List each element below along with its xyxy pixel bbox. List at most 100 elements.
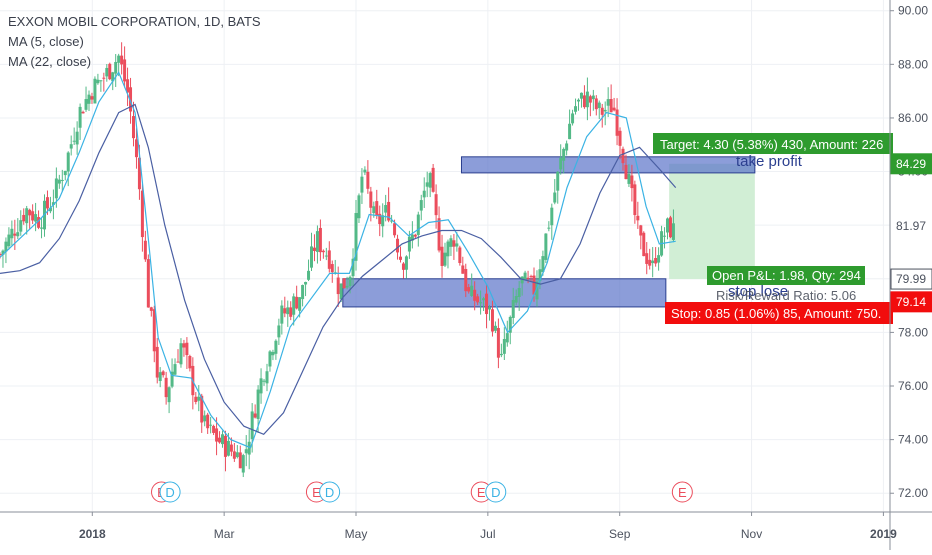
y-tick-label: 90.00 xyxy=(898,4,928,18)
candle-body xyxy=(206,414,210,429)
candle-body xyxy=(467,287,471,292)
candle-body xyxy=(378,213,382,225)
marker-label: D xyxy=(165,485,174,500)
candle-body xyxy=(523,272,527,281)
candle-body xyxy=(541,256,545,272)
candle-body xyxy=(13,233,17,236)
candle-body xyxy=(51,202,55,205)
candle-body xyxy=(431,167,435,192)
candle-body xyxy=(170,371,174,387)
candle-body xyxy=(399,256,402,260)
candle-body xyxy=(407,236,411,252)
candle-body xyxy=(327,250,331,269)
candle-body xyxy=(597,102,601,108)
candle-body xyxy=(66,152,70,172)
candle-body xyxy=(446,241,450,257)
y-tick-label: 88.00 xyxy=(898,57,928,71)
candle-body xyxy=(226,440,230,456)
candle-body xyxy=(129,87,133,112)
candle-body xyxy=(200,395,204,423)
chart-legend: EXXON MOBIL CORPORATION, 1D, BATS MA (5,… xyxy=(8,12,261,72)
candle-body xyxy=(666,218,669,233)
candle-body xyxy=(609,99,613,113)
candle-body xyxy=(120,55,124,65)
candle-body xyxy=(241,455,245,473)
marker-label: D xyxy=(325,485,334,500)
marker-label: E xyxy=(678,485,687,500)
candle-body xyxy=(493,325,497,331)
candle-body xyxy=(140,190,144,238)
candle-body xyxy=(194,396,198,403)
candle-body xyxy=(532,275,536,295)
candle-body xyxy=(57,179,61,184)
candle-body xyxy=(568,123,572,140)
candle-body xyxy=(354,212,358,261)
candle-body xyxy=(286,307,290,315)
candle-body xyxy=(16,232,20,237)
candle-body xyxy=(179,343,183,365)
candle-body xyxy=(247,441,251,455)
candle-body xyxy=(244,449,248,454)
candle-body xyxy=(342,278,346,289)
candle-body xyxy=(434,194,438,216)
candle-body xyxy=(464,268,468,292)
stop-label: Stop: 0.85 (1.06%) 85, Amount: 750. xyxy=(671,306,881,321)
candle-body xyxy=(34,214,38,222)
candle-body xyxy=(4,241,8,252)
candle-body xyxy=(579,92,583,99)
candle-body xyxy=(455,243,459,247)
candle-body xyxy=(443,252,447,266)
candle-body xyxy=(588,96,592,103)
ma22-line xyxy=(0,103,677,436)
candle-body xyxy=(19,220,23,232)
marker-label: E xyxy=(312,485,321,500)
candle-body xyxy=(505,333,509,343)
candle-body xyxy=(461,265,465,274)
candle-body xyxy=(591,95,595,100)
candle-body xyxy=(295,296,299,309)
candle-body xyxy=(636,215,640,221)
candle-body xyxy=(253,413,257,418)
candle-body xyxy=(657,255,661,263)
candle-body xyxy=(520,276,524,284)
candle-body xyxy=(301,285,305,300)
candle-body xyxy=(488,307,491,310)
candle-body xyxy=(81,111,85,114)
candle-body xyxy=(499,353,503,356)
candle-body xyxy=(571,113,575,124)
candle-body xyxy=(0,254,2,256)
profit-area-rect xyxy=(669,163,755,280)
candle-body xyxy=(508,316,512,333)
zone-support xyxy=(342,278,667,308)
dividend-icon xyxy=(159,481,181,503)
candle-body xyxy=(10,228,14,239)
candle-body xyxy=(535,281,539,300)
candle-body xyxy=(642,232,646,257)
candle-body xyxy=(176,361,180,363)
x-tick-label: 2018 xyxy=(79,527,106,541)
candle-body xyxy=(651,260,655,264)
candle-body xyxy=(648,259,652,266)
candle-body xyxy=(223,435,227,457)
candle-body xyxy=(164,377,168,398)
candle-body xyxy=(108,63,112,80)
candle-body xyxy=(45,197,49,209)
candle-body xyxy=(28,209,32,216)
candle-body xyxy=(422,190,426,198)
candle-body xyxy=(132,116,135,139)
candle-body xyxy=(87,94,91,104)
candle-body xyxy=(197,396,201,401)
candle-body xyxy=(25,208,29,224)
candle-body xyxy=(416,214,420,235)
candle-body xyxy=(268,351,272,367)
dividend-icon xyxy=(319,481,341,503)
y-tick-label: 72.00 xyxy=(898,486,928,500)
price-tag-bg xyxy=(890,215,932,237)
take-profit-label: take profit xyxy=(736,153,803,170)
candle-body xyxy=(401,263,405,270)
x-tick-label: Mar xyxy=(214,527,235,541)
candle-body xyxy=(639,225,643,236)
candle-body xyxy=(490,309,494,332)
candle-body xyxy=(209,424,213,426)
